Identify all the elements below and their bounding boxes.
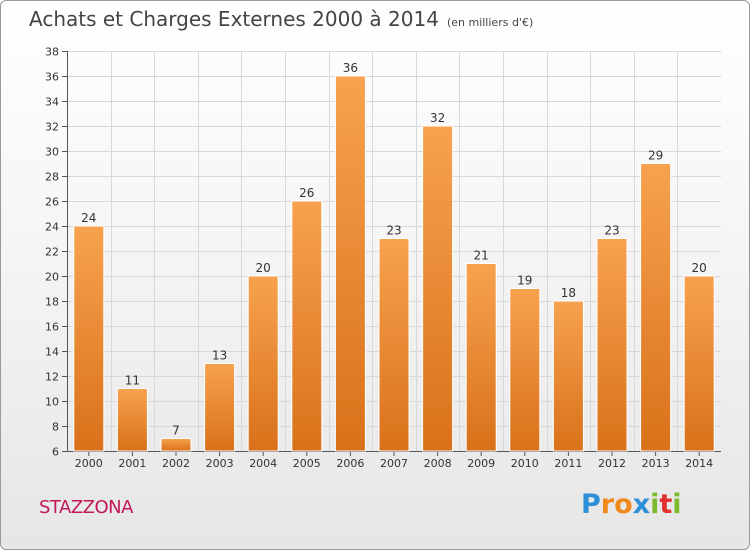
bar [291,200,323,452]
x-tick-label: 2000 [75,457,103,470]
logo-letter: P [581,489,601,520]
bar [552,300,584,452]
x-tick-label: 2009 [467,457,495,470]
value-label: 23 [604,224,619,238]
bar [247,275,279,452]
bar [378,238,410,452]
x-tick-label: 2002 [162,457,190,470]
logo-letter: x [632,489,651,520]
y-tick-label: 38 [45,46,59,59]
bar [509,288,541,452]
bar [640,163,672,452]
value-label: 20 [692,261,707,275]
labels: 6 8 10 12 14 16 18 20 22 24 26 28 30 32 34 36 38 24 2000 11… [45,46,713,471]
bar [116,388,148,452]
value-label: 7 [172,424,180,438]
x-tick-label: 2008 [424,457,452,470]
value-label: 23 [386,224,401,238]
value-label: 29 [648,149,663,163]
value-label: 36 [343,61,358,75]
y-tick-label: 32 [45,121,59,134]
y-tick-label: 22 [45,246,59,259]
value-label: 19 [517,274,532,288]
x-tick-label: 2001 [118,457,146,470]
bar [204,363,236,452]
y-tick-label: 10 [45,396,59,409]
y-tick-label: 20 [45,271,59,284]
x-tick-label: 2010 [511,457,539,470]
x-tick-label: 2003 [206,457,234,470]
x-tick-label: 2005 [293,457,321,470]
value-label: 26 [299,186,314,200]
y-tick-label: 14 [45,346,59,359]
bars [73,75,715,452]
y-tick-label: 34 [45,96,59,109]
value-label: 20 [256,261,271,275]
value-label: 13 [212,349,227,363]
y-tick-label: 36 [45,71,59,84]
x-tick-label: 2014 [685,457,713,470]
x-tick-label: 2004 [249,457,277,470]
bar [160,438,192,452]
value-label: 32 [430,111,445,125]
y-tick-label: 30 [45,146,59,159]
commune-name: STAZZONA [39,497,133,518]
logo-letter: i [650,489,660,520]
value-label: 18 [561,286,576,300]
y-tick-label: 16 [45,321,59,334]
y-tick-label: 26 [45,196,59,209]
x-tick-label: 2007 [380,457,408,470]
chart-title-block: Achats et Charges Externes 2000 à 2014 (e… [29,7,533,31]
y-tick-label: 8 [52,421,59,434]
x-tick-label: 2011 [554,457,582,470]
y-tick-label: 28 [45,171,59,184]
x-tick-label: 2013 [642,457,670,470]
logo-letter: r [600,489,615,520]
bar [465,263,497,452]
x-tick-label: 2006 [336,457,364,470]
proxiti-logo[interactable]: Proxiti [581,489,682,520]
bar [73,225,105,452]
logo-letter: o [614,489,633,520]
chart-unit: (en milliers d'€) [446,16,534,29]
chart-title: Achats et Charges Externes 2000 à 2014 [29,7,439,31]
value-label: 11 [125,374,140,388]
value-label: 24 [81,211,96,225]
y-tick-label: 24 [45,221,59,234]
y-tick-label: 18 [45,296,59,309]
logo-letter: t [659,489,673,520]
logo-letter: i [672,489,682,520]
bar [422,125,454,452]
y-tick-label: 6 [52,446,59,459]
bar [334,75,366,452]
y-tick-label: 12 [45,371,59,384]
bar [683,275,715,452]
bar [596,238,628,452]
x-tick-label: 2012 [598,457,626,470]
value-label: 21 [474,249,489,263]
